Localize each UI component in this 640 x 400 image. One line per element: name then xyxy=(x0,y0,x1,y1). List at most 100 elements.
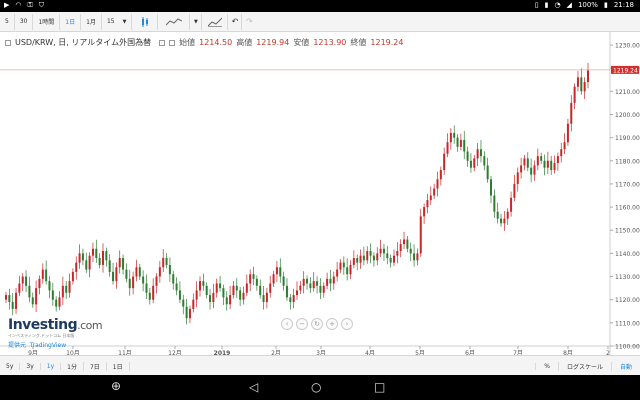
candle-body xyxy=(372,255,375,261)
low-label: 安値 xyxy=(293,38,310,47)
candle-body xyxy=(560,149,563,157)
candle-body xyxy=(148,292,151,300)
range-1y[interactable]: 1y xyxy=(41,362,62,370)
time-tick-label: 3月 xyxy=(316,350,326,355)
interval-30[interactable]: 30 xyxy=(15,13,34,30)
range-5y[interactable]: 5y xyxy=(0,362,21,370)
undo-button[interactable]: ↶ xyxy=(228,13,243,30)
candle-body xyxy=(215,283,218,293)
chart-nav-buttons: ‹ − ↻ + › xyxy=(281,318,353,330)
chart-area[interactable]: 1230.001220.001210.001200.001190.001180.… xyxy=(0,32,640,355)
signal-icon: ◢ xyxy=(566,1,572,9)
range-3y[interactable]: 3y xyxy=(20,362,41,370)
candle-body xyxy=(125,269,128,279)
range-buttons: 5y 3y 1y 1分 7日 1日 xyxy=(0,356,130,376)
candle-body xyxy=(61,285,64,298)
candle-body xyxy=(443,153,446,171)
interval-1m[interactable]: 1月 xyxy=(81,13,102,30)
candle-body xyxy=(576,77,579,87)
candle-body xyxy=(8,295,11,303)
scroll-left-icon[interactable]: ‹ xyxy=(281,318,293,330)
compare-button[interactable] xyxy=(202,13,229,30)
candle-body xyxy=(536,156,539,166)
candle-body xyxy=(178,290,181,300)
interval-1h[interactable]: 1時間 xyxy=(33,13,61,30)
reset-icon[interactable]: ↻ xyxy=(311,318,323,330)
range-1d[interactable]: 1日 xyxy=(107,361,130,371)
candle-body xyxy=(540,156,543,161)
candle-type-button[interactable] xyxy=(132,13,159,30)
time-tick-label: 12月 xyxy=(168,350,182,355)
candle-body xyxy=(132,276,135,289)
close-value: 1219.24 xyxy=(370,38,404,47)
zoom-icon[interactable]: ⊕ xyxy=(111,379,122,393)
candle-body xyxy=(520,165,523,173)
time-tick-label: 6月 xyxy=(465,350,475,355)
candle-body xyxy=(489,179,493,196)
candle-body xyxy=(446,142,449,154)
candle-body xyxy=(195,290,198,300)
candle-body xyxy=(115,267,118,282)
interval-15-dropdown[interactable]: 15 ▼ xyxy=(102,13,133,30)
zoom-in-icon[interactable]: + xyxy=(326,318,338,330)
candle-body xyxy=(28,285,31,298)
candle-body xyxy=(168,264,171,275)
auto-scale-button[interactable]: 自動 xyxy=(610,361,640,371)
legend-collapse-icon[interactable] xyxy=(5,39,11,46)
candle-body xyxy=(382,248,385,254)
legend-settings-icon[interactable] xyxy=(159,39,166,46)
legend-visibility-icon[interactable] xyxy=(169,39,176,46)
candle-body xyxy=(309,283,312,289)
candle-body xyxy=(336,269,339,277)
candle-body xyxy=(192,299,195,309)
recents-icon[interactable]: □ xyxy=(374,380,386,394)
legend-symbol: USD/KRW, 日, リアルタイム外国為替 xyxy=(15,38,152,47)
play-icon: ▶ xyxy=(4,1,10,9)
tradingview-link[interactable]: TradingView xyxy=(29,342,67,349)
price-tick-label: 1170.00 xyxy=(615,181,640,188)
indicators-dropdown[interactable]: ▼ xyxy=(190,13,203,30)
candle-body xyxy=(38,278,41,289)
candle-body xyxy=(152,285,155,300)
open-value: 1214.50 xyxy=(199,38,233,47)
price-chart[interactable]: 1230.001220.001210.001200.001190.001180.… xyxy=(0,32,640,355)
candle-body xyxy=(413,253,416,261)
candle-body xyxy=(510,197,513,212)
log-scale-button[interactable]: ログスケール xyxy=(557,361,611,371)
candle-body xyxy=(433,188,436,196)
candle-body xyxy=(172,274,175,284)
candle-body xyxy=(302,278,305,286)
candle-body xyxy=(386,253,389,259)
candle-body xyxy=(202,281,205,286)
redo-button[interactable]: ↷ xyxy=(242,14,256,30)
candle-body xyxy=(369,251,372,256)
indicators-button[interactable] xyxy=(158,13,191,30)
interval-5[interactable]: 5 xyxy=(0,13,15,30)
chevron-down-icon: ▼ xyxy=(122,18,127,25)
scroll-right-icon[interactable]: › xyxy=(341,318,353,330)
zoom-out-icon[interactable]: − xyxy=(296,318,308,330)
range-7d[interactable]: 7日 xyxy=(84,361,107,371)
candle-body xyxy=(316,281,319,286)
candle-body xyxy=(155,276,158,286)
interval-1d[interactable]: 1日 xyxy=(60,13,82,30)
investing-logo[interactable]: Investing.com インベスティング.ドットコム 日本版 提供元 Tra… xyxy=(8,317,103,349)
shield-icon: ⛉ xyxy=(38,1,45,9)
candle-body xyxy=(419,216,422,254)
candle-body xyxy=(399,244,402,252)
candle-body xyxy=(81,253,84,261)
candle-body xyxy=(279,267,282,277)
range-1m[interactable]: 1分 xyxy=(61,361,84,371)
chart-legend: USD/KRW, 日, リアルタイム外国為替 始値 1214.50 高値 1219.… xyxy=(5,37,404,48)
interval-15-label: 15 xyxy=(106,18,115,25)
back-icon[interactable]: ◁ xyxy=(249,380,259,394)
candle-body xyxy=(242,292,245,300)
candle-body xyxy=(426,200,429,208)
percent-scale-button[interactable]: % xyxy=(535,362,558,370)
candle-body xyxy=(272,274,275,284)
home-icon[interactable]: ○ xyxy=(311,380,322,394)
candle-body xyxy=(453,132,456,138)
candle-body xyxy=(352,258,355,265)
candle-body xyxy=(356,258,359,263)
status-icons-left: ▶ ◠ ⚿ ⛉ xyxy=(4,1,44,10)
